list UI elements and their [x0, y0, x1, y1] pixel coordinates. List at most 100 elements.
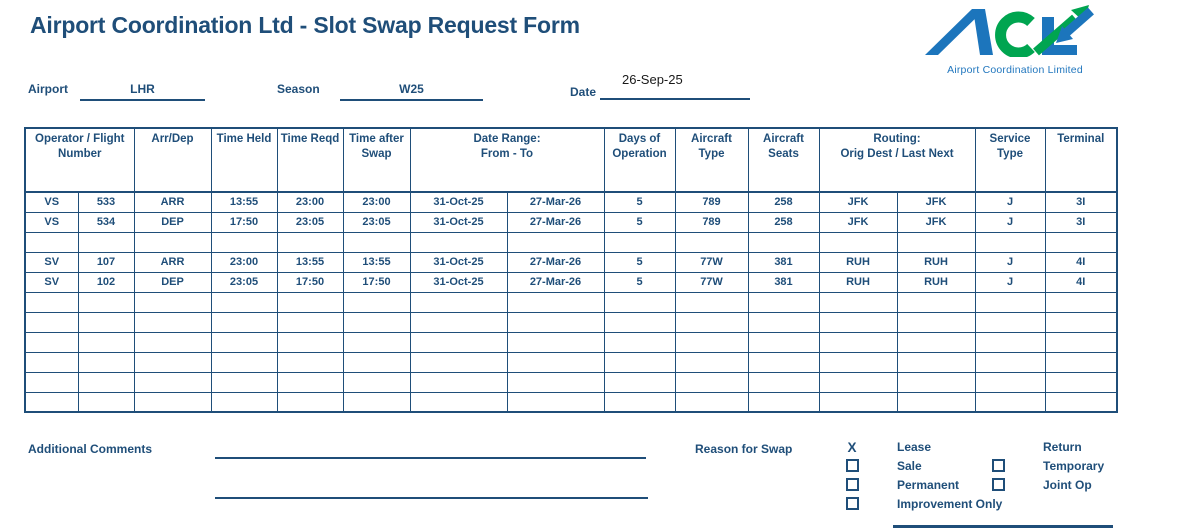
- table-cell[interactable]: J: [974, 251, 1046, 273]
- table-cell[interactable]: [506, 311, 605, 333]
- table-cell[interactable]: [674, 231, 749, 253]
- table-cell[interactable]: [674, 311, 749, 333]
- table-cell[interactable]: [747, 391, 820, 413]
- table-cell[interactable]: [24, 331, 79, 353]
- table-cell[interactable]: [674, 391, 749, 413]
- table-cell[interactable]: [818, 351, 898, 373]
- table-cell[interactable]: [818, 231, 898, 253]
- table-cell[interactable]: 77W: [674, 251, 749, 273]
- table-cell[interactable]: [603, 291, 676, 313]
- table-cell[interactable]: [210, 311, 278, 333]
- table-cell[interactable]: [974, 331, 1046, 353]
- table-cell[interactable]: [133, 311, 212, 333]
- table-cell[interactable]: 27-Mar-26: [506, 251, 605, 273]
- table-cell[interactable]: [409, 291, 508, 313]
- table-cell[interactable]: [674, 371, 749, 393]
- table-cell[interactable]: 381: [747, 271, 820, 293]
- table-cell[interactable]: [603, 351, 676, 373]
- table-cell[interactable]: [133, 351, 212, 373]
- table-cell[interactable]: [342, 291, 411, 313]
- table-cell[interactable]: [974, 351, 1046, 373]
- table-cell[interactable]: [24, 391, 79, 413]
- table-cell[interactable]: [896, 231, 976, 253]
- table-cell[interactable]: 5: [603, 251, 676, 273]
- table-cell[interactable]: [276, 351, 344, 373]
- table-cell[interactable]: [603, 231, 676, 253]
- table-cell[interactable]: [77, 351, 135, 373]
- table-cell[interactable]: [77, 311, 135, 333]
- table-cell[interactable]: [674, 351, 749, 373]
- table-cell[interactable]: [1044, 351, 1118, 373]
- table-cell[interactable]: [1044, 291, 1118, 313]
- comments-line-2[interactable]: [215, 497, 648, 499]
- sale-checkbox[interactable]: [846, 459, 859, 472]
- table-cell[interactable]: 23:00: [276, 191, 344, 213]
- table-cell[interactable]: [133, 391, 212, 413]
- table-cell[interactable]: J: [974, 191, 1046, 213]
- table-cell[interactable]: 27-Mar-26: [506, 191, 605, 213]
- table-cell[interactable]: [974, 371, 1046, 393]
- table-cell[interactable]: [974, 291, 1046, 313]
- table-cell[interactable]: 31-Oct-25: [409, 251, 508, 273]
- table-cell[interactable]: 258: [747, 211, 820, 233]
- table-cell[interactable]: [818, 391, 898, 413]
- permanent-checkbox[interactable]: [846, 478, 859, 491]
- table-cell[interactable]: [210, 231, 278, 253]
- table-cell[interactable]: [133, 371, 212, 393]
- table-cell[interactable]: [506, 391, 605, 413]
- table-cell[interactable]: [133, 291, 212, 313]
- table-cell[interactable]: [1044, 391, 1118, 413]
- season-value[interactable]: W25: [399, 82, 424, 96]
- table-cell[interactable]: 23:05: [210, 271, 278, 293]
- table-cell[interactable]: 27-Mar-26: [506, 211, 605, 233]
- table-cell[interactable]: JFK: [818, 191, 898, 213]
- table-cell[interactable]: DEP: [133, 271, 212, 293]
- table-cell[interactable]: ARR: [133, 251, 212, 273]
- improvement-only-checkbox[interactable]: [846, 497, 859, 510]
- table-cell[interactable]: [133, 231, 212, 253]
- table-cell[interactable]: J: [974, 271, 1046, 293]
- table-cell[interactable]: J: [974, 211, 1046, 233]
- table-cell[interactable]: JFK: [818, 211, 898, 233]
- table-cell[interactable]: [896, 391, 976, 413]
- table-cell[interactable]: [24, 351, 79, 373]
- table-cell[interactable]: [342, 311, 411, 333]
- table-cell[interactable]: [674, 291, 749, 313]
- table-cell[interactable]: 31-Oct-25: [409, 211, 508, 233]
- table-cell[interactable]: 4I: [1044, 251, 1118, 273]
- table-cell[interactable]: 102: [77, 271, 135, 293]
- table-cell[interactable]: [210, 331, 278, 353]
- table-cell[interactable]: [818, 331, 898, 353]
- table-cell[interactable]: 789: [674, 211, 749, 233]
- table-cell[interactable]: RUH: [818, 271, 898, 293]
- table-cell[interactable]: [342, 391, 411, 413]
- table-cell[interactable]: [276, 291, 344, 313]
- table-cell[interactable]: VS: [24, 191, 79, 213]
- table-cell[interactable]: [276, 391, 344, 413]
- table-cell[interactable]: [409, 391, 508, 413]
- table-cell[interactable]: 17:50: [342, 271, 411, 293]
- table-cell[interactable]: [506, 371, 605, 393]
- table-cell[interactable]: [603, 371, 676, 393]
- table-cell[interactable]: 23:00: [210, 251, 278, 273]
- table-cell[interactable]: [974, 231, 1046, 253]
- table-cell[interactable]: [1044, 231, 1118, 253]
- table-cell[interactable]: JFK: [896, 211, 976, 233]
- table-cell[interactable]: [77, 331, 135, 353]
- table-cell[interactable]: 27-Mar-26: [506, 271, 605, 293]
- table-cell[interactable]: [506, 351, 605, 373]
- table-cell[interactable]: 17:50: [276, 271, 344, 293]
- table-cell[interactable]: [24, 231, 79, 253]
- table-cell[interactable]: [896, 311, 976, 333]
- table-cell[interactable]: [210, 391, 278, 413]
- temporary-checkbox[interactable]: [992, 459, 1005, 472]
- table-cell[interactable]: [896, 371, 976, 393]
- table-cell[interactable]: 3I: [1044, 211, 1118, 233]
- table-cell[interactable]: [342, 371, 411, 393]
- table-cell[interactable]: RUH: [896, 271, 976, 293]
- table-cell[interactable]: [409, 331, 508, 353]
- table-cell[interactable]: [409, 311, 508, 333]
- table-cell[interactable]: [210, 351, 278, 373]
- table-cell[interactable]: [506, 291, 605, 313]
- table-cell[interactable]: 13:55: [276, 251, 344, 273]
